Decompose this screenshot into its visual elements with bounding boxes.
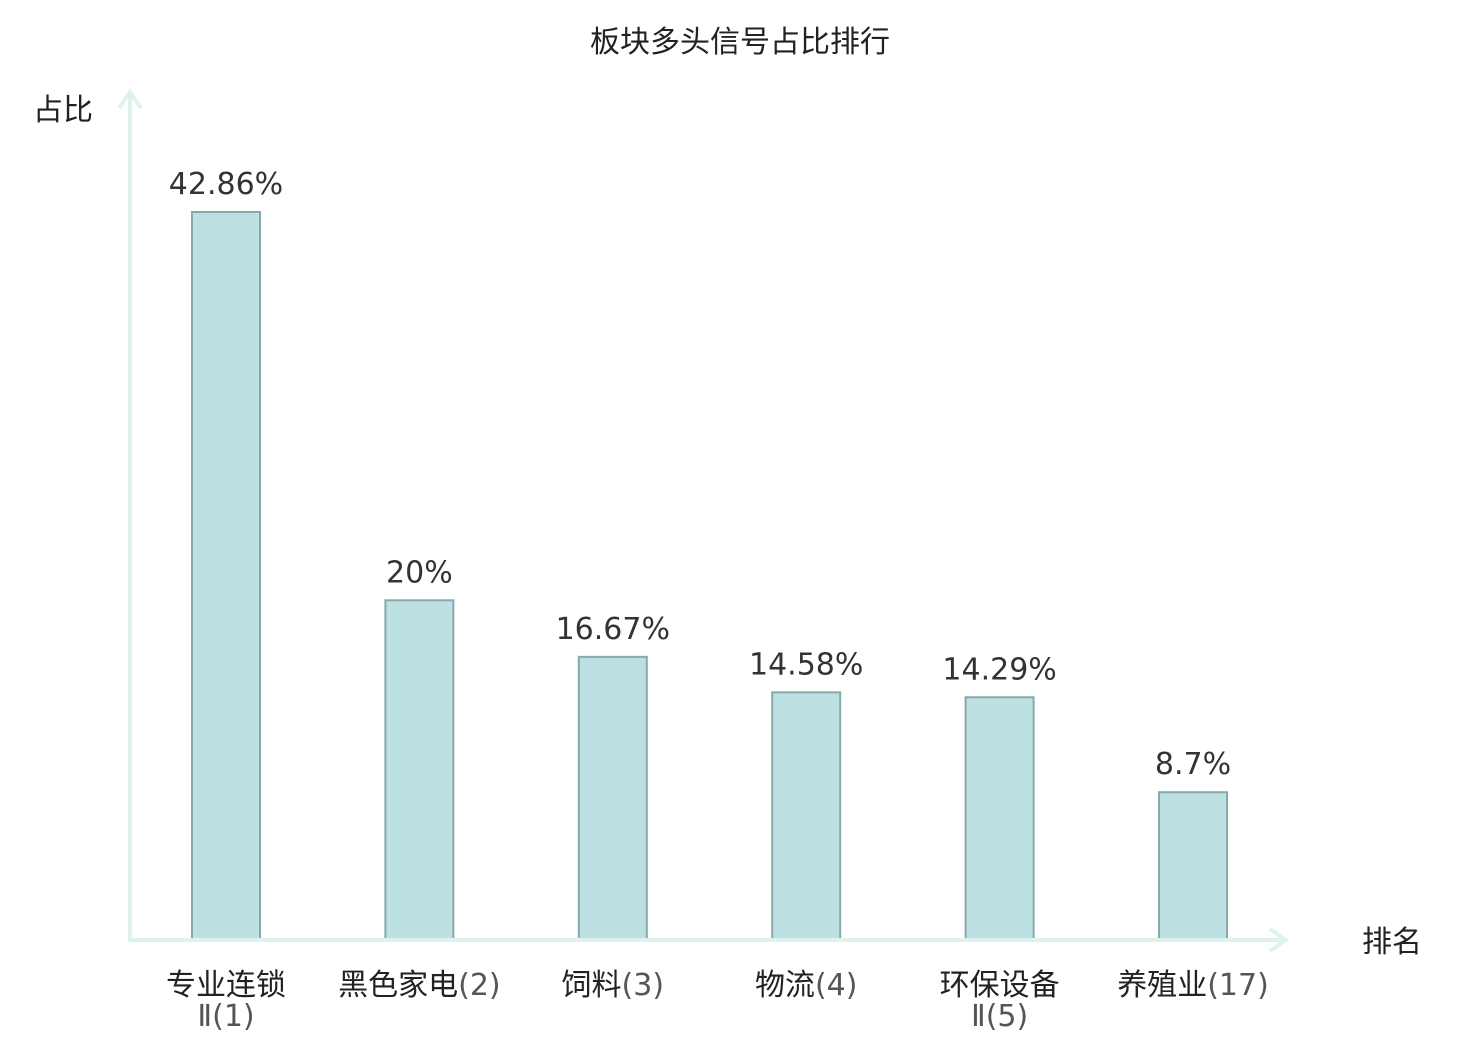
bar-3	[577, 655, 648, 941]
category-rank-2: (2)	[458, 968, 501, 1003]
value-label-1: 42.86%	[169, 167, 283, 202]
bar-4	[771, 691, 842, 941]
category-label-2: 黑色家电(2)	[338, 968, 501, 1003]
value-label-6: 8.7%	[1155, 747, 1231, 782]
bar-6	[1158, 791, 1228, 941]
category-label-4: 物流(4)	[755, 968, 858, 1003]
category-label-1: 专业连锁	[166, 968, 286, 1003]
category-label-5: 环保设备	[940, 968, 1060, 1003]
value-label-2: 20%	[386, 555, 453, 590]
bar-1	[191, 211, 261, 941]
category-rank-4: (4)	[815, 968, 858, 1003]
value-label-3: 16.67%	[556, 612, 670, 647]
category-label-6: 养殖业(17)	[1117, 968, 1269, 1003]
category-rank-5: Ⅱ(5)	[971, 999, 1028, 1034]
value-label-5: 14.29%	[942, 652, 1056, 687]
y-axis-label: 占比	[33, 93, 93, 128]
y-axis-arrow	[117, 88, 143, 110]
bar-2	[384, 599, 455, 941]
value-label-4: 14.58%	[749, 647, 863, 682]
category-label-3: 饲料(3)	[562, 968, 665, 1003]
category-name-6: 养殖业	[1117, 968, 1207, 1003]
x-axis-label: 排名	[1362, 925, 1422, 960]
chart-title: 板块多头信号占比排行	[590, 25, 890, 60]
bar-5	[964, 696, 1035, 942]
category-name-3: 饲料	[562, 968, 622, 1003]
x-axis-arrow	[1268, 927, 1290, 953]
category-rank-1: Ⅱ(1)	[197, 999, 254, 1034]
category-rank-3: (3)	[622, 968, 665, 1003]
category-name-2: 黑色家电	[338, 968, 458, 1003]
category-rank-6: (17)	[1207, 968, 1269, 1003]
category-name-4: 物流	[755, 968, 815, 1003]
